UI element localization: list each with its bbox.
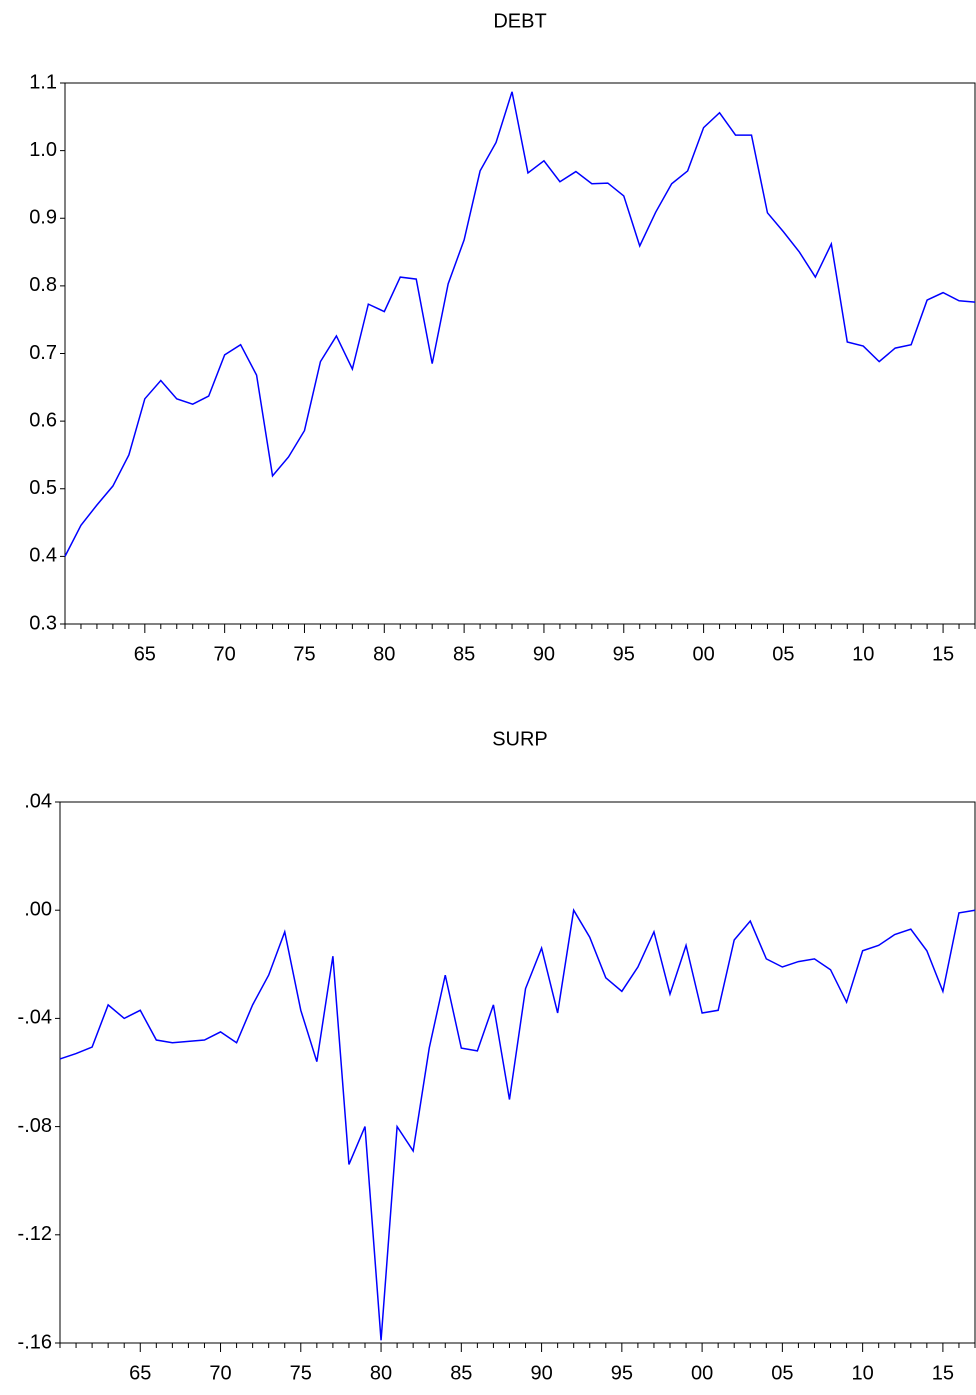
y-tick-label: -.16 bbox=[18, 1331, 52, 1353]
y-tick-label: 0.8 bbox=[29, 274, 57, 296]
x-tick-label: 05 bbox=[771, 1362, 793, 1384]
x-tick-label: 70 bbox=[209, 1362, 231, 1384]
x-tick-label: 15 bbox=[932, 1362, 954, 1384]
x-tick-label: 75 bbox=[290, 1362, 312, 1384]
y-tick-label: .04 bbox=[24, 790, 52, 812]
y-tick-label: 0.3 bbox=[29, 612, 57, 634]
chart-title: DEBT bbox=[493, 10, 546, 32]
y-tick-label: 0.4 bbox=[29, 545, 57, 567]
plot-frame bbox=[64, 82, 976, 625]
x-tick-label: 80 bbox=[373, 643, 395, 665]
plot-frame bbox=[59, 801, 976, 1344]
x-tick-label: 10 bbox=[852, 643, 874, 665]
x-tick-label: 65 bbox=[129, 1362, 151, 1384]
x-tick-label: 95 bbox=[611, 1362, 633, 1384]
y-tick-label: -.04 bbox=[18, 1007, 52, 1029]
y-tick-label: 0.9 bbox=[29, 207, 57, 229]
y-tick-label: 0.5 bbox=[29, 477, 57, 499]
x-tick-label: 00 bbox=[692, 643, 714, 665]
y-tick-label: -.12 bbox=[18, 1223, 52, 1245]
x-tick-label: 75 bbox=[293, 643, 315, 665]
y-tick-label: 0.7 bbox=[29, 342, 57, 364]
x-tick-label: 90 bbox=[533, 643, 555, 665]
x-tick-label: 00 bbox=[691, 1362, 713, 1384]
x-tick-label: 65 bbox=[134, 643, 156, 665]
x-tick-label: 90 bbox=[530, 1362, 552, 1384]
y-tick-label: 1.0 bbox=[29, 139, 57, 161]
y-tick-label: .00 bbox=[24, 898, 52, 920]
y-tick-label: -.08 bbox=[18, 1115, 52, 1137]
x-tick-label: 95 bbox=[613, 643, 635, 665]
chart-title: SURP bbox=[492, 728, 548, 750]
data-line bbox=[59, 908, 976, 1341]
x-tick-label: 70 bbox=[214, 643, 236, 665]
x-tick-label: 05 bbox=[772, 643, 794, 665]
y-tick-label: 1.1 bbox=[29, 71, 57, 93]
x-tick-label: 80 bbox=[370, 1362, 392, 1384]
x-tick-label: 85 bbox=[453, 643, 475, 665]
x-tick-label: 85 bbox=[450, 1362, 472, 1384]
x-tick-label: 15 bbox=[932, 643, 954, 665]
x-tick-label: 10 bbox=[852, 1362, 874, 1384]
y-tick-label: 0.6 bbox=[29, 409, 57, 431]
data-line bbox=[64, 91, 976, 557]
